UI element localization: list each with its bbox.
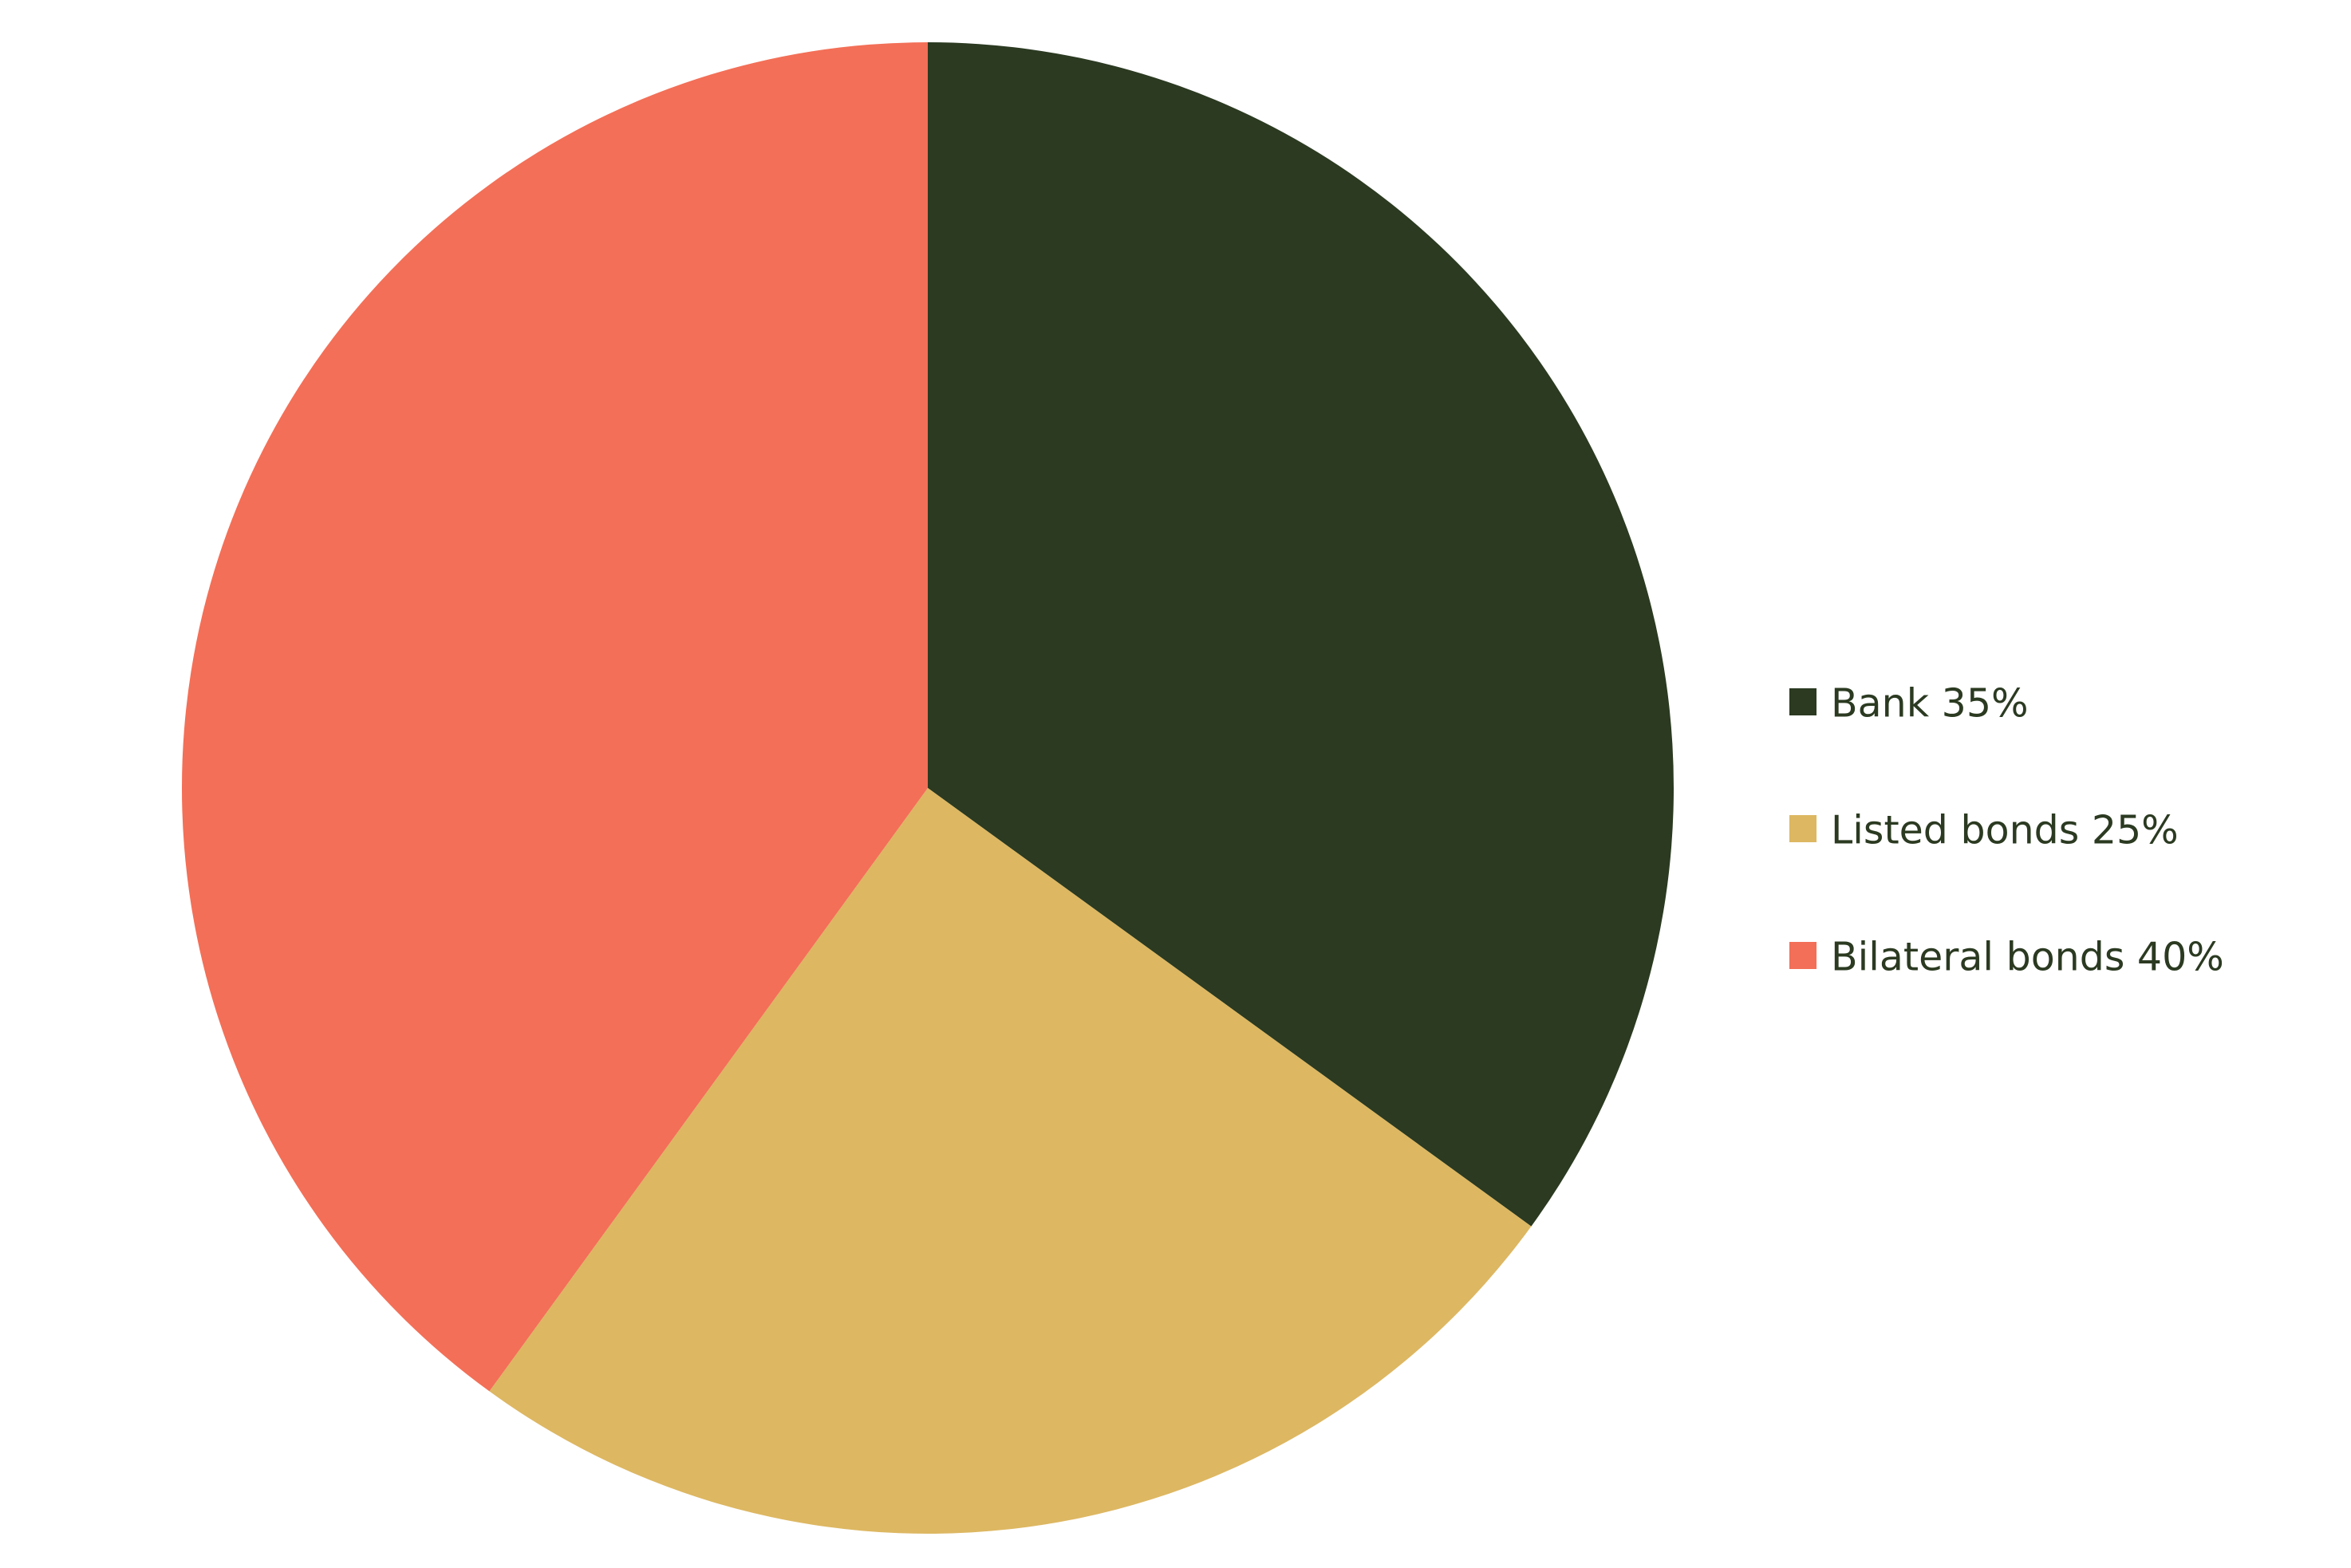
legend-item: Bilateral bonds 40% — [1789, 935, 2224, 980]
legend-swatch — [1789, 942, 1817, 969]
legend-swatch — [1789, 815, 1817, 842]
pie-slices — [182, 42, 1674, 1534]
legend-label: Bank 35% — [1831, 681, 2029, 727]
pie-slice-bilateral-bonds — [182, 42, 929, 1392]
legend-item: Bank 35% — [1789, 681, 2029, 727]
legend-item: Listed bonds 25% — [1789, 808, 2179, 853]
legend: Bank 35% Listed bonds 25% Bilateral bonds … — [1789, 681, 2224, 980]
pie-slice-bank — [928, 42, 1674, 1227]
legend-swatch — [1789, 688, 1817, 715]
legend-label: Listed bonds 25% — [1831, 808, 2179, 853]
legend-label: Bilateral bonds 40% — [1831, 935, 2224, 980]
pie-slice-listed-bonds — [489, 788, 1532, 1534]
